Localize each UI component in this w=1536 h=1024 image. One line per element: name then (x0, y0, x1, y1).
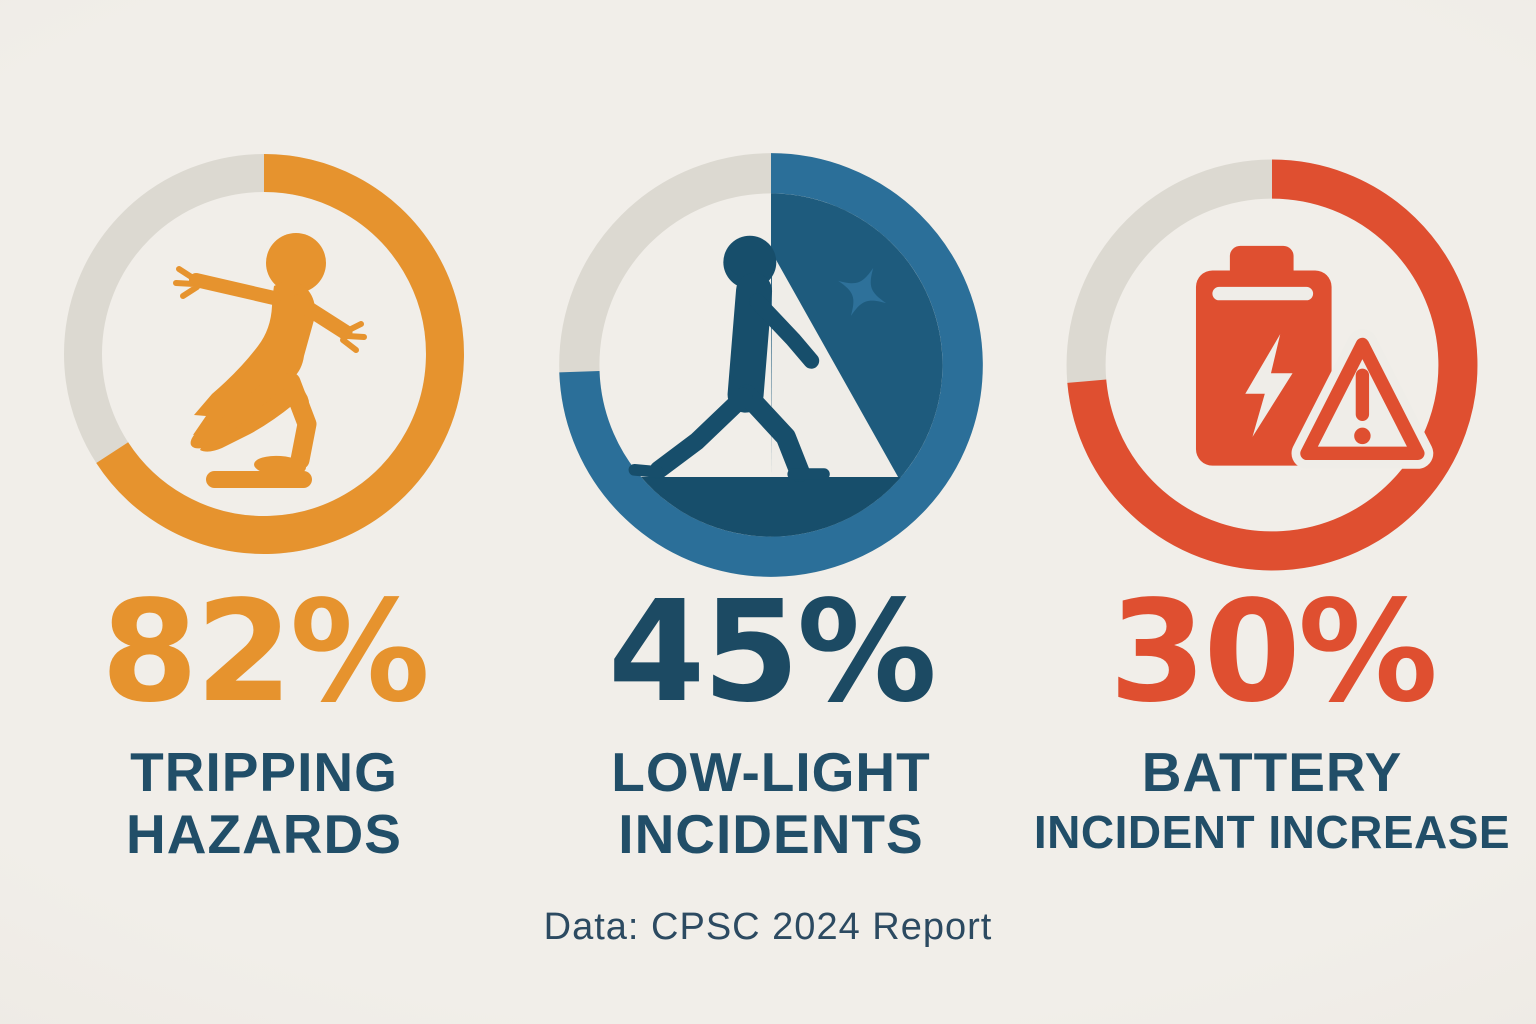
person-back-foot (628, 464, 664, 478)
sparkle-star-icon (838, 267, 887, 316)
stat-label-tripping: TRIPPING HAZARDS (0, 741, 544, 865)
battery-slot (1212, 286, 1314, 301)
ring-progress (559, 153, 983, 577)
child-ground-base (206, 471, 312, 488)
stat-label-line: INCIDENTS (618, 803, 924, 865)
child-front-leg (281, 372, 317, 470)
stat-label-battery: BATTERY INCIDENT INCREASE (992, 741, 1536, 861)
person-front-leg (736, 384, 810, 483)
light-beam (771, 252, 899, 478)
child-head (266, 233, 326, 293)
battery-warning-icon (1195, 245, 1434, 469)
stat-label-line: LOW-LIGHT (611, 741, 931, 803)
lightning-bolt-icon (1245, 334, 1293, 437)
battery-ring (1066, 159, 1478, 571)
source-note: Data: CPSC 2024 Report (543, 906, 993, 948)
stat-label-line: INCIDENT INCREASE (1033, 806, 1511, 858)
child-right-arm (290, 294, 353, 340)
stat-label-line: BATTERY (1141, 741, 1403, 803)
ring-progress (1067, 159, 1478, 571)
stat-value-battery: 30% (1108, 571, 1438, 734)
ring-progress (96, 154, 464, 554)
child-back-leg (219, 379, 279, 433)
child-left-arm (189, 273, 281, 305)
stat-card-tripping: 82% TRIPPING HAZARDS (0, 0, 544, 1024)
exclamation-dot (1354, 427, 1371, 445)
pedestrian-low-light-icon (628, 193, 943, 537)
person-back-leg (649, 387, 753, 479)
stat-card-battery: 30% BATTERY INCIDENT INCREASE (992, 0, 1536, 1024)
stat-card-low-light: 45% LOW-LIGHT INCIDENTS (491, 0, 1051, 1024)
child-right-fingers (340, 321, 367, 353)
walking-person (628, 235, 830, 483)
stat-value-low-light: 45% (607, 571, 937, 734)
stat-label-line: TRIPPING (130, 741, 398, 803)
person-arm (749, 293, 820, 369)
child-left-fingers (173, 266, 200, 299)
stat-value-tripping: 82% (100, 571, 430, 734)
stat-label-line: HAZARDS (126, 803, 402, 865)
low-light-ring (559, 153, 983, 577)
ground-segment (641, 477, 901, 537)
tripping-child-icon (173, 233, 367, 488)
child-back-shoe (190, 419, 230, 449)
tripping-hazards-ring (64, 154, 464, 554)
warning-triangle-icon (1300, 337, 1425, 461)
stat-label-low-light: LOW-LIGHT INCIDENTS (491, 741, 1051, 865)
child-body-gown (193, 281, 315, 452)
